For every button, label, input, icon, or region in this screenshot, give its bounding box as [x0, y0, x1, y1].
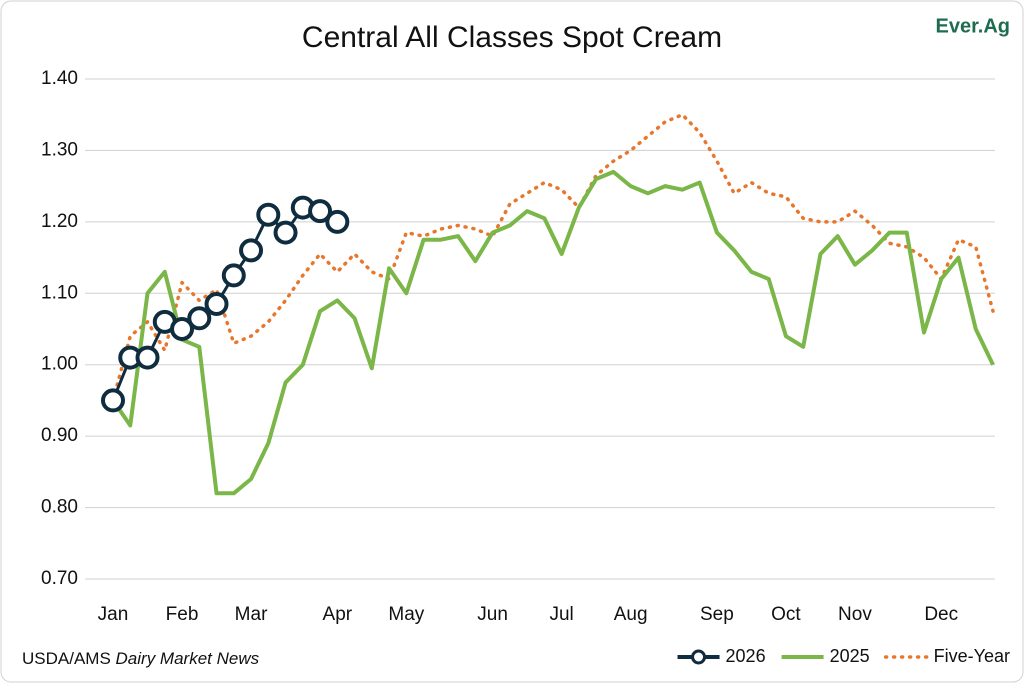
series-line [111, 169, 995, 496]
source: USDA/AMS Dairy Market News [22, 649, 260, 668]
source-agency: USDA/AMS [22, 649, 111, 668]
x-tick-label: Mar [235, 604, 268, 625]
x-tick-label: Apr [323, 604, 353, 625]
x-tick-label: Jul [549, 604, 573, 625]
x-tick-label: Aug [614, 604, 648, 625]
marker [204, 292, 229, 316]
x-tick-label: Dec [924, 604, 958, 625]
marker [221, 263, 246, 288]
legend-marker [691, 649, 707, 665]
legend-label: 2025 [830, 646, 870, 666]
marker [256, 202, 281, 227]
x-tick-label: Sep [700, 604, 734, 625]
x-tick-label: Jun [477, 604, 508, 625]
y-tick-label: 1.40 [41, 68, 78, 89]
y-tick-label: 1.20 [41, 211, 78, 232]
y-tick-label: 1.30 [41, 139, 78, 160]
x-tick-label: May [388, 604, 424, 625]
x-tick-label: Nov [838, 604, 872, 625]
source-publication: Dairy Market News [116, 649, 260, 668]
marker [308, 199, 333, 224]
marker [325, 209, 350, 234]
chart-title: Central All Classes Spot Cream [302, 21, 722, 54]
marker [273, 220, 298, 245]
legend-label: Five-Year [934, 646, 1010, 666]
logo: Ever.Ag [936, 15, 1010, 37]
marker [101, 388, 125, 413]
marker [239, 238, 264, 263]
y-tick-label: 1.10 [41, 282, 78, 303]
x-tick-label: Oct [771, 604, 801, 625]
y-tick-label: 0.80 [41, 497, 78, 518]
x-tick-label: Jan [98, 604, 129, 625]
marker [187, 306, 212, 331]
marker [135, 345, 160, 370]
y-tick-label: 1.00 [41, 354, 78, 375]
legend-label: 2026 [726, 646, 766, 666]
y-tick-label: 0.70 [41, 568, 78, 589]
y-tick-label: 0.90 [41, 425, 78, 446]
x-tick-label: Feb [166, 604, 199, 625]
marker [170, 317, 195, 341]
